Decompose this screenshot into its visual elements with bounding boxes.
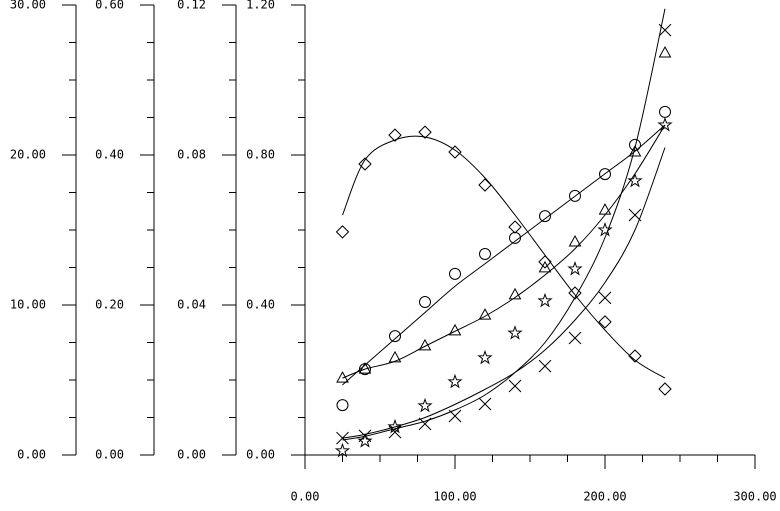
marker-star [567, 260, 583, 276]
y-tick-label: 0.00 [177, 448, 206, 462]
y-tick-label: 20.00 [10, 148, 46, 162]
marker-cross [658, 23, 672, 37]
marker-cross [538, 359, 552, 373]
marker-circle [539, 210, 551, 223]
marker-cross [448, 409, 462, 423]
marker-star [357, 433, 373, 448]
marker-diamond [388, 128, 402, 142]
marker-circle [629, 138, 641, 151]
marker-star [477, 349, 493, 365]
marker-cross [568, 331, 582, 345]
marker-circle [569, 189, 581, 202]
marker-triangle [628, 144, 642, 157]
marker-star [537, 292, 553, 308]
marker-diamond [335, 225, 350, 239]
marker-cross [358, 429, 372, 443]
y-tick-label: 0.08 [177, 148, 206, 162]
marker-star [417, 397, 433, 413]
marker-circle [336, 399, 349, 412]
marker-star [507, 325, 523, 340]
marker-circle [509, 231, 521, 244]
y-tick-label: 0.00 [95, 448, 124, 462]
marker-cross [418, 417, 432, 431]
marker-star [597, 221, 613, 237]
marker-triangle [538, 260, 552, 273]
marker-diamond [598, 315, 612, 329]
marker-diamond [418, 125, 432, 139]
y-tick-label: 0.04 [177, 298, 206, 312]
marker-cross [628, 208, 642, 222]
y-tick-label: 0.40 [246, 298, 275, 312]
marker-cross [508, 379, 522, 393]
x-tick-label: 200.00 [583, 490, 626, 504]
marker-star [657, 116, 673, 132]
marker-circle [659, 105, 671, 118]
marker-star [334, 442, 351, 458]
y-tick-label: 0.12 [177, 0, 206, 12]
marker-circle [449, 267, 461, 280]
y-tick-label: 0.60 [95, 0, 124, 12]
marker-triangle [388, 350, 402, 363]
marker-circle [479, 248, 491, 260]
marker-circle [419, 296, 431, 308]
marker-circle [599, 168, 611, 181]
y-tick-label: 0.40 [95, 148, 124, 162]
marker-diamond [508, 220, 522, 234]
marker-star [447, 373, 463, 389]
marker-diamond [478, 178, 492, 192]
marker-star [627, 172, 643, 188]
marker-cross [336, 431, 349, 445]
marker-triangle [478, 308, 492, 320]
marker-triangle [418, 338, 432, 351]
y-tick-label: 30.00 [10, 0, 46, 12]
fit-curve [342, 124, 666, 386]
marker-diamond [448, 145, 462, 159]
y-tick-label: 0.20 [95, 298, 124, 312]
y-tick-label: 1.20 [246, 0, 275, 12]
marker-triangle [358, 362, 372, 374]
marker-diamond [358, 157, 372, 171]
fit-curve [342, 8, 666, 441]
x-tick-label: 100.00 [433, 490, 476, 504]
marker-triangle [336, 371, 349, 383]
y-tick-label: 10.00 [10, 298, 46, 312]
marker-cross [598, 291, 612, 305]
marker-diamond [538, 255, 552, 269]
fit-curve [342, 135, 666, 379]
marker-diamond [658, 382, 672, 396]
marker-cross [388, 425, 402, 439]
marker-star [387, 418, 403, 434]
marker-cross [478, 397, 492, 411]
marker-triangle [508, 287, 522, 300]
y-tick-label: 0.80 [246, 148, 275, 162]
marker-diamond [628, 349, 642, 363]
x-tick-label: 300.00 [733, 490, 776, 504]
y-tick-label: 0.00 [246, 448, 275, 462]
fit-curve [342, 147, 666, 439]
marker-triangle [568, 234, 582, 247]
marker-circle [389, 330, 401, 343]
y-tick-label: 0.00 [17, 448, 46, 462]
marker-triangle [658, 45, 672, 58]
marker-triangle [448, 323, 462, 336]
marker-triangle [598, 203, 612, 215]
x-tick-label: 0.00 [291, 490, 320, 504]
